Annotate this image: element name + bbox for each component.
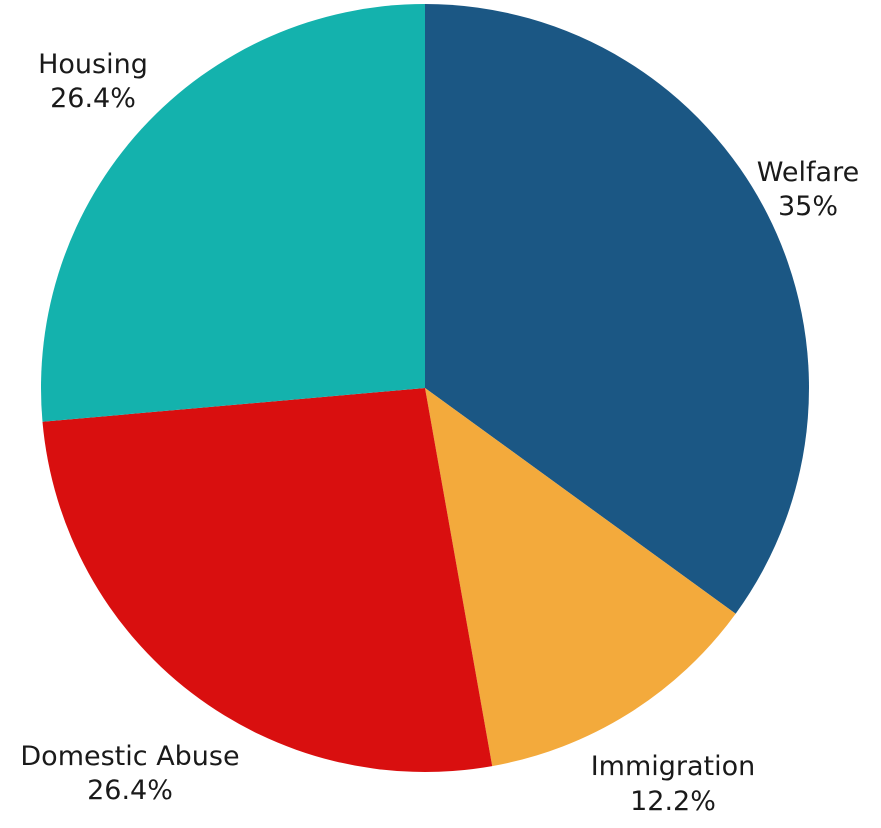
pie-slice-housing (40, 4, 426, 422)
pie-slice-domestic-abuse (42, 388, 493, 772)
slice-value-welfare: 35% (778, 191, 838, 222)
pie-slices (40, 4, 809, 772)
pie-labels: Welfare 35% Immigration 12.2% Domestic A… (20, 49, 859, 817)
slice-label-immigration: Immigration (591, 751, 756, 782)
pie-slice-immigration (425, 388, 736, 767)
slice-value-immigration: 12.2% (630, 786, 716, 817)
slice-label-domestic-abuse: Domestic Abuse (20, 741, 239, 772)
slice-label-welfare: Welfare (757, 157, 859, 188)
slice-value-domestic-abuse: 26.4% (87, 775, 173, 806)
slice-value-housing: 26.4% (50, 83, 136, 114)
pie-slice-welfare (425, 4, 809, 614)
slice-label-housing: Housing (38, 49, 148, 80)
